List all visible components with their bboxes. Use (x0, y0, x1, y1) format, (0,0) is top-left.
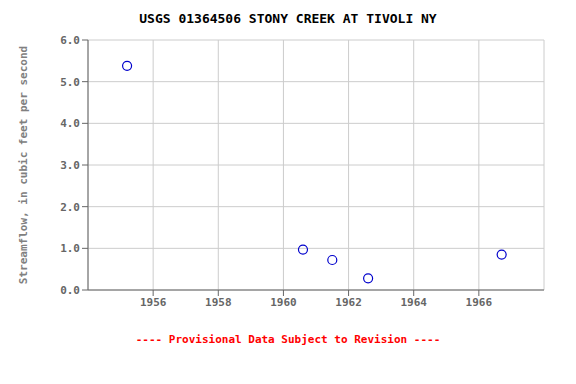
svg-text:3.0: 3.0 (60, 159, 80, 172)
svg-text:1964: 1964 (400, 296, 427, 309)
svg-text:1956: 1956 (140, 296, 167, 309)
svg-text:2.0: 2.0 (60, 201, 80, 214)
svg-text:1958: 1958 (205, 296, 232, 309)
svg-text:1966: 1966 (466, 296, 493, 309)
svg-text:6.0: 6.0 (60, 34, 80, 47)
svg-text:0.0: 0.0 (60, 284, 80, 297)
html-text:---- Provisional Data Subject: ---- Provisional Data Subject to Revisio… (135, 333, 441, 346)
svg-text:1960: 1960 (270, 296, 297, 309)
svg-text:Streamflow, in cubic feet per: Streamflow, in cubic feet per second (17, 46, 30, 284)
svg-text:5.0: 5.0 (60, 76, 80, 89)
html-text:USGS 01364506 STONY CREEK AT T: USGS 01364506 STONY CREEK AT TIVOLI NY (139, 11, 437, 26)
svg-text:1962: 1962 (335, 296, 362, 309)
svg-text:1.0: 1.0 (60, 242, 80, 255)
svg-text:4.0: 4.0 (60, 117, 80, 130)
